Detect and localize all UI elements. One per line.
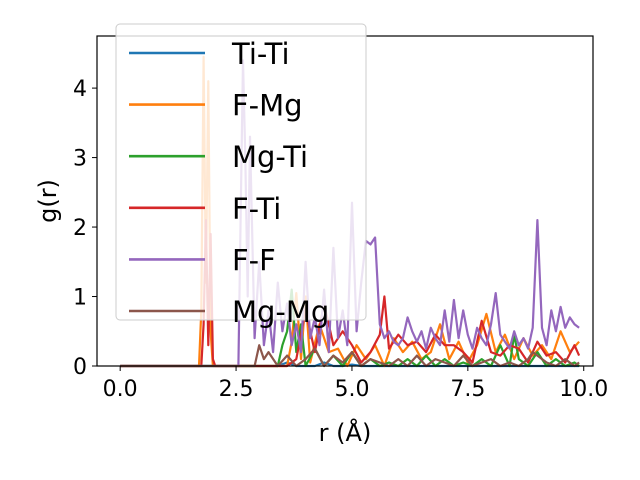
legend-label-mg-ti: Mg-Ti xyxy=(232,140,308,174)
x-tick-label: 10.0 xyxy=(559,377,608,402)
x-tick-label: 5.0 xyxy=(334,377,369,402)
series-line-mg-mg xyxy=(120,344,580,368)
x-tick-label: 2.5 xyxy=(219,377,254,402)
legend-box xyxy=(115,23,367,321)
y-axis-title: g(r) xyxy=(34,179,62,223)
y-tick-label: 3 xyxy=(73,147,87,172)
x-axis: 0.0 2.5 5.0 7.5 10.0 xyxy=(103,366,608,402)
y-tick-label: 4 xyxy=(73,77,87,102)
y-axis: 0 1 2 3 4 xyxy=(73,77,97,380)
legend: Ti-Ti F-Mg Mg-Ti F-Ti F-F Mg-Mg xyxy=(115,23,367,329)
x-axis-title: r (Å) xyxy=(319,418,372,447)
legend-label-ti-ti: Ti-Ti xyxy=(231,37,290,71)
x-tick-label: 0.0 xyxy=(103,377,138,402)
y-tick-label: 2 xyxy=(73,216,87,241)
y-tick-label: 0 xyxy=(73,355,87,380)
series-line-f-f xyxy=(120,59,580,368)
legend-label-f-ti: F-Ti xyxy=(232,192,281,226)
x-tick-label: 7.5 xyxy=(450,377,485,402)
legend-label-f-mg: F-Mg xyxy=(232,89,303,123)
legend-label-f-f: F-F xyxy=(232,243,276,277)
y-tick-label: 1 xyxy=(73,286,87,311)
legend-label-mg-mg: Mg-Mg xyxy=(232,295,329,329)
